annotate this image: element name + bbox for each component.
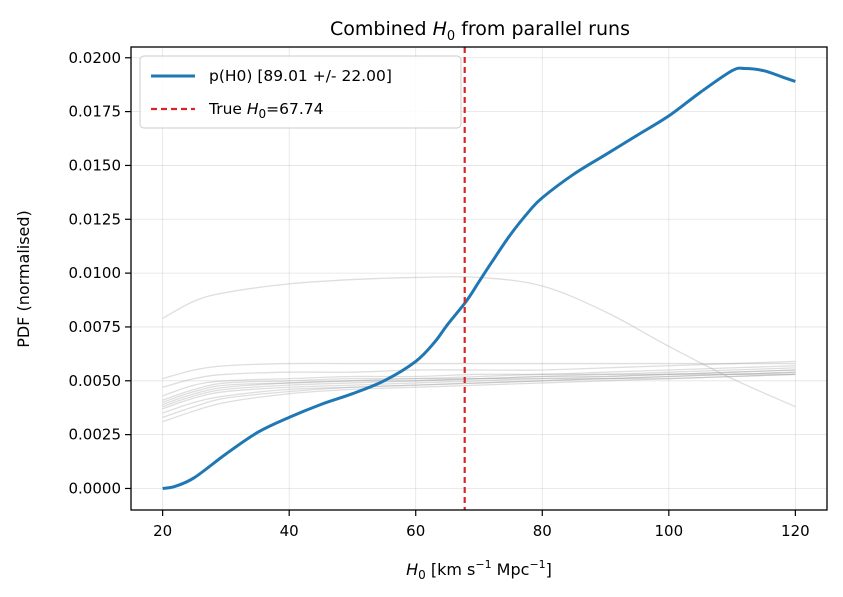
individual-runs [162,276,796,423]
y-tick-label: 0.0050 [69,372,122,390]
y-tick-label: 0.0025 [69,426,122,444]
y-tick-label: 0.0150 [69,156,122,174]
x-tick-label: 80 [533,522,552,540]
x-axis-label: H0 [km s−1 Mpc−1] [406,558,552,582]
run-line [162,373,796,419]
y-tick-label: 0.0000 [69,479,122,497]
y-tick-label: 0.0100 [69,264,122,282]
x-tick-label: 120 [781,522,810,540]
plot-frame [130,46,828,511]
run-line [162,362,796,380]
combined-series [162,66,796,490]
run-line [162,371,796,408]
run-line [162,369,796,406]
run-line [162,367,796,401]
run-line [162,373,796,423]
x-tick-label: 100 [654,522,683,540]
x-tick-label: 40 [280,522,299,540]
run-line [162,369,796,403]
run-line [162,276,796,408]
run-line [162,371,796,410]
legend-label-true: True H0=67.74 [208,100,324,121]
y-tick-label: 0.0125 [69,210,122,228]
run-line [162,373,796,414]
run-line [162,360,796,388]
y-tick-label: 0.0175 [69,103,122,121]
grid [131,47,827,510]
y-tick-label: 0.0075 [69,318,122,336]
x-tick-label: 20 [153,522,172,540]
legend-label-combined: p(H0) [89.01 +/- 22.00] [209,67,392,85]
run-line [162,365,796,397]
legend-box [139,55,462,129]
combined-pdf-line [162,66,796,490]
y-axis-label: PDF (normalised) [14,210,33,348]
x-tick-label: 60 [406,522,425,540]
legend: p(H0) [89.01 +/- 22.00] True H0=67.74 [139,55,462,129]
x-axis: 20 40 60 80 100 120 [153,510,810,540]
y-tick-label: 0.0200 [69,49,122,67]
chart-title: Combined H0 from parallel runs [330,18,630,44]
y-axis: 0.0000 0.0025 0.0050 0.0075 0.0100 0.0125 0.01… [69,49,131,497]
